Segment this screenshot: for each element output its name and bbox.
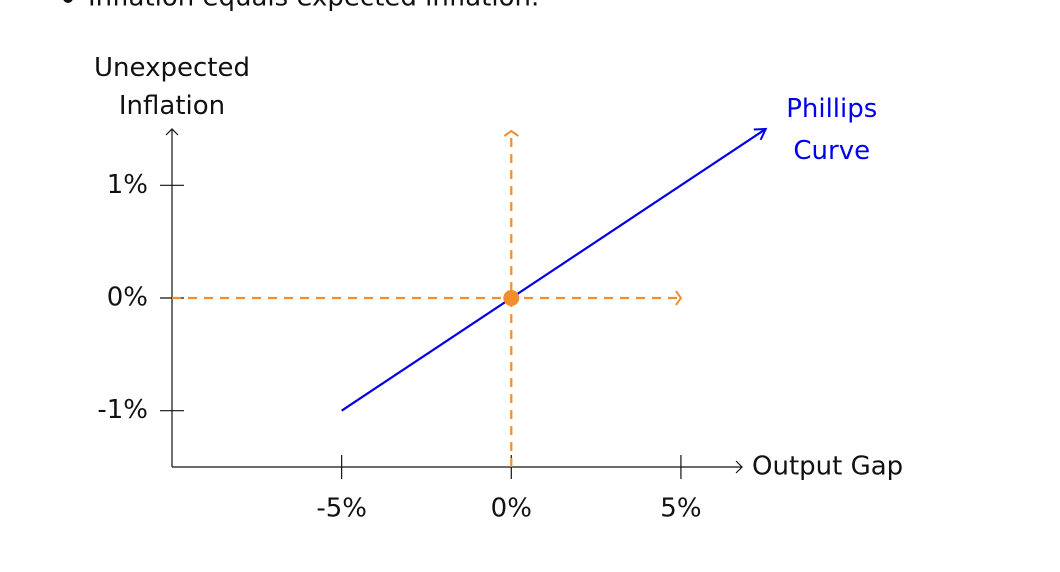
y-tick-label: 1%: [107, 170, 148, 200]
equilibrium-point: [503, 290, 520, 306]
bullet-text: Inflation equals expected inflation.: [88, 0, 539, 13]
x-tick-label: -5%: [316, 494, 367, 524]
line-arrow: [753, 127, 768, 141]
y-axis-label: Unexpected Inflation: [94, 53, 250, 121]
x-tick-label: 5%: [660, 494, 701, 524]
y-tick-label: 0%: [107, 283, 148, 313]
x-axis-label: Output Gap: [752, 452, 903, 482]
x-tick-label: 0%: [491, 494, 532, 524]
y-axis-arrow: [165, 128, 179, 136]
series-label: Phillips Curve: [786, 94, 877, 166]
bullet-dot: [63, 0, 73, 3]
y-tick-label: -1%: [97, 395, 148, 425]
guide-arrow: [675, 290, 683, 306]
guide-arrow: [503, 129, 519, 137]
x-axis-arrow: [735, 460, 743, 474]
phillips-curve: [341, 128, 767, 412]
